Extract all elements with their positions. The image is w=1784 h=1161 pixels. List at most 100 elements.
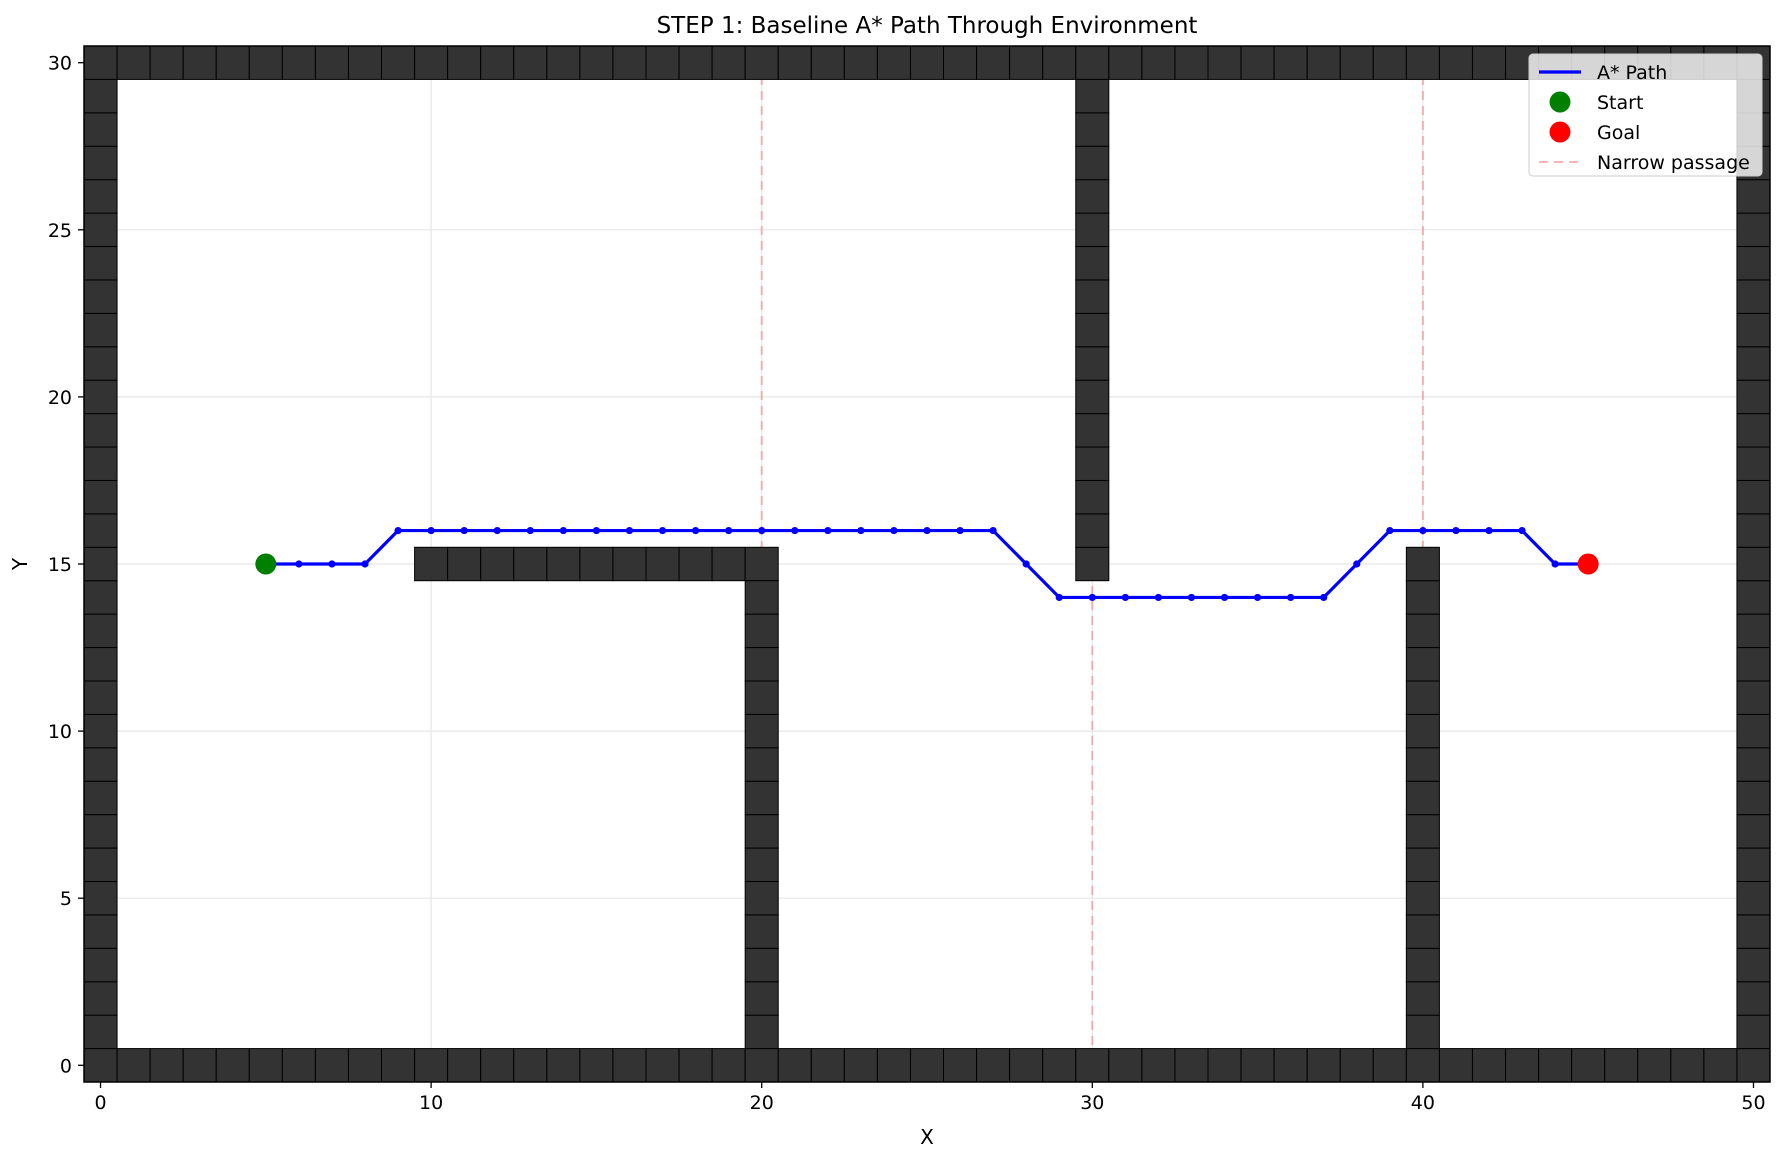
path-point <box>1287 593 1295 602</box>
obstacle-cell <box>744 546 779 582</box>
obstacle-cell <box>976 45 1011 80</box>
obstacle-cell <box>1471 45 1507 80</box>
path-point <box>1187 593 1196 602</box>
x-tick-label: 40 <box>1411 1092 1435 1114</box>
obstacle-cell <box>182 1048 217 1083</box>
obstacle-cell <box>281 45 316 80</box>
y-tick-label: 10 <box>48 721 72 743</box>
obstacle-cell <box>546 45 581 80</box>
obstacle-cell <box>744 947 779 983</box>
y-axis-label: Y <box>8 557 32 571</box>
obstacle-cell <box>83 513 118 548</box>
legend-marker-swatch <box>1549 91 1571 113</box>
obstacle-cell <box>149 1048 184 1083</box>
path-point <box>295 560 303 568</box>
x-tick-label: 20 <box>750 1092 774 1114</box>
obstacle-cell <box>645 1048 680 1083</box>
obstacle-cell <box>744 814 779 849</box>
obstacle-cell <box>678 45 713 80</box>
path-point <box>1121 593 1129 602</box>
obstacle-cell <box>83 1014 118 1050</box>
obstacle-cell <box>1075 1048 1110 1083</box>
obstacle-cell <box>1075 279 1110 314</box>
obstacle-cell <box>414 546 449 582</box>
obstacle-cell <box>83 379 118 415</box>
legend: A* Path Start Goal Narrow passage <box>1528 53 1763 177</box>
obstacle-cell <box>1174 1048 1209 1083</box>
obstacle-cell <box>1339 1048 1374 1083</box>
path-point <box>625 526 634 535</box>
obstacle-cell <box>876 1048 911 1083</box>
obstacle-cell <box>1736 546 1771 582</box>
obstacle-cell <box>1075 212 1110 248</box>
path-point <box>857 526 865 535</box>
path-layer <box>255 526 1599 602</box>
obstacle-cell <box>1405 1014 1440 1050</box>
path-point <box>658 526 667 535</box>
obstacle-cell <box>1736 179 1771 214</box>
obstacle-cell <box>1736 1014 1771 1050</box>
obstacle-cell <box>83 479 118 515</box>
obstacle-cell <box>1075 379 1110 415</box>
obstacle-cell <box>447 45 482 80</box>
legend-marker-swatch <box>1549 121 1571 143</box>
obstacle-cell <box>843 45 878 80</box>
obstacle-cell <box>248 1048 283 1083</box>
obstacle-cell <box>1604 1048 1639 1083</box>
obstacle-cell <box>678 1048 713 1083</box>
obstacle-cell <box>480 1048 515 1083</box>
goal-marker <box>1577 553 1599 575</box>
obstacle-cell <box>1736 613 1771 649</box>
obstacle-cell <box>744 747 779 782</box>
start-marker <box>255 553 277 575</box>
path-point <box>328 560 336 568</box>
legend-label: A* Path <box>1597 62 1667 84</box>
path-point <box>394 526 402 535</box>
obstacle-cell <box>777 1048 812 1083</box>
obstacle-cell <box>1736 479 1771 515</box>
path-point <box>361 560 369 568</box>
obstacle-cell <box>1108 45 1143 80</box>
y-tick-label: 15 <box>48 554 72 576</box>
obstacle-cell <box>83 112 118 147</box>
obstacle-cell <box>513 546 548 582</box>
obstacle-cell <box>1405 880 1440 916</box>
obstacle-cell <box>711 45 746 80</box>
obstacle-cell <box>83 1048 118 1083</box>
path-point <box>460 526 468 535</box>
obstacle-cell <box>1736 212 1771 248</box>
path-point <box>791 526 799 535</box>
obstacle-cell <box>248 45 283 80</box>
path-point <box>956 526 964 535</box>
obstacle-cell <box>116 1048 151 1083</box>
obstacle-cell <box>1505 1048 1540 1083</box>
obstacle-cell <box>1075 479 1110 515</box>
obstacle-cell <box>1405 680 1440 715</box>
obstacle-cell <box>711 1048 746 1083</box>
path-point <box>1386 526 1394 535</box>
path-point <box>1419 526 1427 535</box>
obstacle-cell <box>1571 1048 1606 1083</box>
obstacle-cell <box>83 647 118 682</box>
obstacle-cell <box>83 279 118 314</box>
y-tick-label: 0 <box>60 1055 72 1077</box>
obstacle-cell <box>943 1048 978 1083</box>
obstacle-cell <box>744 981 779 1016</box>
obstacle-cell <box>1075 179 1110 214</box>
path-point <box>1220 593 1229 602</box>
path-point <box>725 526 733 535</box>
obstacle-cell <box>612 45 647 80</box>
obstacle-cell <box>414 45 449 80</box>
legend-label: Narrow passage <box>1597 152 1750 174</box>
path-point <box>890 526 898 535</box>
obstacle-cell <box>1736 880 1771 916</box>
obstacle-cell <box>744 580 779 615</box>
obstacle-cell <box>1405 647 1440 682</box>
obstacle-cell <box>1405 847 1440 882</box>
obstacle-cell <box>744 847 779 882</box>
obstacle-cell <box>1075 513 1110 548</box>
obstacle-cell <box>83 145 118 181</box>
obstacle-cell <box>1372 1048 1407 1083</box>
obstacle-cell <box>744 45 779 80</box>
